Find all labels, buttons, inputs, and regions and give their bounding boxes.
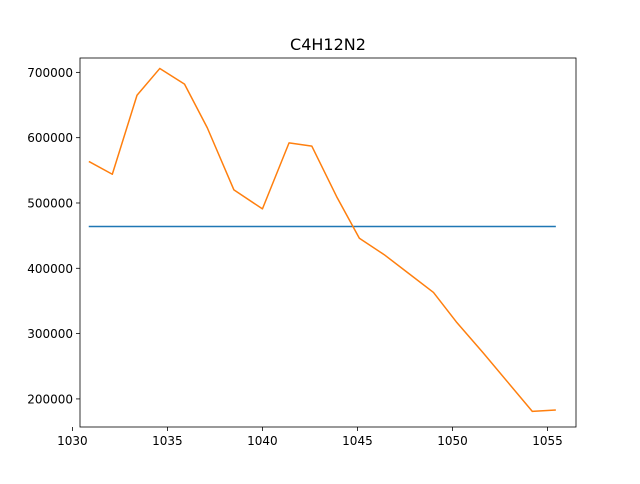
y-tick-label: 400000 bbox=[27, 262, 73, 276]
x-tick-label: 1050 bbox=[437, 434, 468, 448]
y-tick-label: 600000 bbox=[27, 131, 73, 145]
series-line-2 bbox=[88, 67, 556, 413]
x-tick-label: 1030 bbox=[57, 434, 88, 448]
x-tick-label: 1045 bbox=[342, 434, 373, 448]
chart-title: C4H12N2 bbox=[290, 35, 366, 54]
x-tick-label: 1055 bbox=[532, 434, 563, 448]
y-tick-label: 700000 bbox=[27, 66, 73, 80]
x-tick-label: 1035 bbox=[152, 434, 183, 448]
series-layer bbox=[88, 67, 556, 413]
y-tick-label: 300000 bbox=[27, 327, 73, 341]
x-tick-label: 1040 bbox=[247, 434, 278, 448]
y-tick-label: 500000 bbox=[27, 196, 73, 210]
y-tick-label: 200000 bbox=[27, 392, 73, 406]
axes-layer: 1030 1035 1040 1045 1050 1055 200000 300000 4000… bbox=[27, 57, 577, 448]
plot-frame bbox=[79, 57, 577, 428]
